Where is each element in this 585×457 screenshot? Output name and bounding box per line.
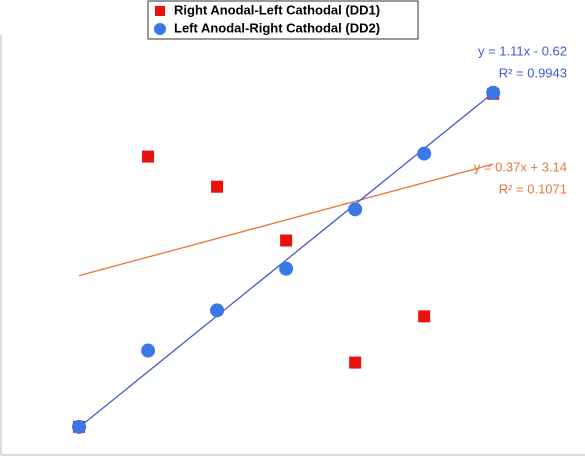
point [418,310,431,323]
point [141,343,156,358]
trendline-r2: R² = 0.9943 [499,65,567,80]
point [142,150,155,163]
trendline [78,92,494,428]
legend-label: Right Anodal-Left Cathodal (DD1) [174,2,380,17]
trendline-r2: R² = 0.1071 [499,181,567,196]
legend-marker [154,23,166,35]
point [211,180,224,193]
point [349,356,362,369]
trendline [78,163,494,277]
legend-box [147,0,419,40]
legend-marker [155,6,165,16]
point [72,419,87,434]
point [210,303,225,318]
point [486,85,501,100]
point [417,146,432,161]
legend-label: Left Anodal-Right Cathodal (DD2) [174,20,380,35]
point [279,261,294,276]
trendline-equation: y = 0.37x + 3.14 [474,159,567,174]
point [348,202,363,217]
point [280,234,293,247]
trendline-equation: y = 1.11x - 0.62 [478,43,567,58]
